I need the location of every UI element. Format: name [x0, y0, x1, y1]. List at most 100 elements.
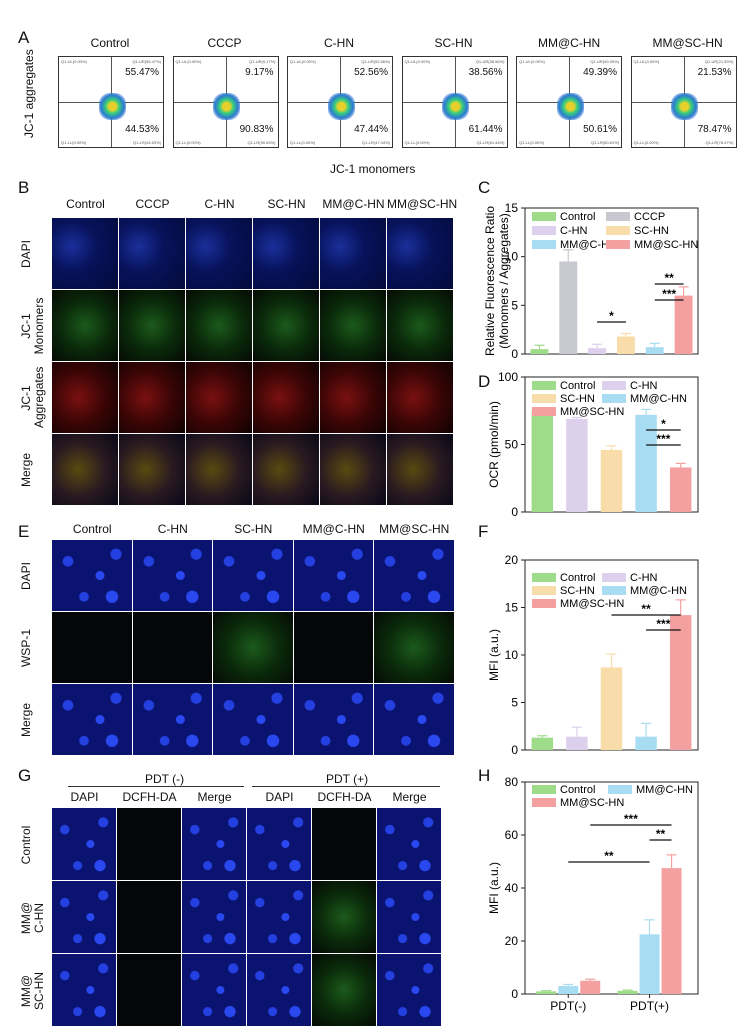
micrograph-col-label: Merge — [197, 790, 232, 804]
legend-swatch — [532, 240, 556, 249]
significance-mark: * — [609, 309, 614, 323]
flow-title: Control — [90, 36, 130, 50]
legend-swatch — [608, 785, 632, 794]
micrograph-col-label: C-HN — [204, 197, 235, 211]
flow-ll-small: Q1-LL(0.00%) — [175, 140, 201, 145]
chart-f: 0 5 10 15 20 MFI (a.u.) Control C-HN SC-HN MM@C-H… — [487, 553, 699, 757]
panel-label-h: H — [478, 766, 491, 785]
legend-swatch — [532, 381, 556, 390]
panel-label-c: C — [478, 178, 491, 197]
legend-swatch — [532, 226, 556, 235]
micrograph-image — [186, 218, 252, 289]
micrograph-row-label: MM@ SC-HN — [19, 971, 46, 1010]
micrograph-image — [119, 434, 185, 505]
micrograph-col-label: DCFH-DA — [317, 790, 372, 804]
micrograph-col-label: C-HN — [157, 522, 188, 536]
flow-lr-small: Q1-LR(90.83%) — [247, 140, 276, 145]
flow-ur-small: Q1-UR(9.17%) — [249, 59, 276, 64]
micrograph-image — [320, 434, 386, 505]
micrograph-image — [293, 540, 373, 611]
micrograph-row-label: Merge — [19, 703, 33, 738]
flow-lr-percent: 47.44% — [354, 124, 388, 135]
flow-ur-percent: 49.39% — [583, 67, 617, 78]
chart-c: 0 5 10 15 Relative Fluorescence Ratio (Monome… — [483, 201, 699, 361]
micrograph-image — [119, 218, 185, 289]
legend-label: Control — [560, 211, 595, 223]
flow-title: MM@C-HN — [538, 36, 601, 50]
y-axis-label: MFI (a.u.) — [487, 862, 501, 914]
y-tick-label: 0 — [511, 987, 518, 1001]
y-tick-label: 60 — [505, 828, 519, 842]
panel-label-b: B — [18, 178, 30, 197]
flow-lr-percent: 50.61% — [583, 124, 617, 135]
legend-swatch — [532, 599, 556, 608]
legend-label: SC-HN — [634, 225, 669, 237]
x-tick-label: PDT(-) — [550, 999, 586, 1013]
legend-label: MM@C-HN — [560, 239, 617, 251]
micrograph-image — [52, 218, 118, 289]
micrograph-image — [374, 684, 454, 755]
panel-a-xlabel: JC-1 monomers — [330, 162, 416, 176]
significance-mark: *** — [624, 812, 638, 826]
flow-ur-small: Q1-UR(55.47%) — [132, 59, 161, 64]
flow-ul-small: Q1-UL(0.00%) — [61, 59, 87, 64]
micrograph-image — [377, 954, 441, 1026]
flow-title: C-HN — [324, 36, 354, 50]
micrograph-image — [52, 612, 132, 683]
y-axis-label: MFI (a.u.) — [487, 629, 501, 681]
y-tick-label: 20 — [505, 934, 519, 948]
panel-g-group-neg: PDT (-) — [145, 772, 185, 786]
legend-swatch — [532, 407, 556, 416]
legend-swatch — [532, 212, 556, 221]
micrograph-col-label: CCCP — [135, 197, 170, 211]
bar — [639, 934, 660, 994]
panel-label-f: F — [478, 522, 489, 541]
flow-ul-small: Q1-UL(0.00%) — [290, 59, 316, 64]
y-tick-label: 10 — [505, 250, 519, 264]
flow-ul-small: Q1-UL(0.00%) — [175, 59, 202, 64]
flow-lr-percent: 90.83% — [239, 124, 274, 135]
y-axis-label: OCR (pmol/min) — [487, 401, 501, 488]
micrograph-col-label: MM@C-HN — [322, 197, 385, 211]
micrograph-image — [312, 954, 376, 1026]
micrograph-image — [320, 218, 386, 289]
significance-mark: *** — [662, 287, 676, 301]
micrograph-row-label: DAPI — [19, 562, 33, 591]
y-tick-label: 0 — [511, 505, 518, 519]
micrograph-image — [374, 540, 454, 611]
y-tick-label: 5 — [511, 696, 518, 710]
legend-swatch — [602, 381, 626, 390]
micrograph-col-label: DAPI — [70, 790, 99, 804]
plot-frame — [524, 207, 699, 355]
legend-label: MM@SC-HN — [560, 797, 624, 809]
flow-plot: Q1-UL(0.00%) Q1-UR(49.39%) Q1-LL(0.00%) Q1-… — [516, 56, 622, 148]
micrograph-image — [320, 290, 386, 361]
micrograph-row-label: DAPI — [19, 240, 33, 269]
panel-g-group-pos: PDT (+) — [326, 772, 369, 786]
micrograph-row-label: JC-1 Aggregates — [19, 366, 46, 428]
bar — [645, 347, 664, 354]
flow-ur-percent: 55.47% — [125, 67, 159, 78]
bar — [669, 467, 692, 512]
legend-swatch — [602, 573, 626, 582]
micrograph-col-label: SC-HN — [267, 197, 306, 211]
bar — [588, 348, 607, 354]
bar — [580, 980, 601, 994]
flow-ll-small: Q1-LL(0.00%) — [61, 140, 87, 145]
micrograph-image — [182, 808, 246, 880]
bar — [674, 295, 693, 354]
flow-plot: Q1-UL(0.00%) Q1-UR(52.56%) Q1-LL(0.00%) Q1-… — [287, 56, 393, 148]
legend-label: MM@C-HN — [630, 393, 687, 405]
legend-label: C-HN — [630, 572, 658, 584]
y-tick-label: 15 — [505, 601, 519, 615]
legend-label: SC-HN — [560, 393, 595, 405]
flow-ul-small: Q1-UL(0.00%) — [404, 59, 431, 64]
legend-swatch — [532, 798, 556, 807]
micrograph-image — [312, 808, 376, 880]
bar — [530, 349, 549, 354]
micrograph-image — [182, 881, 246, 953]
flow-lr-small: Q1-LR(78.47%) — [705, 140, 734, 145]
micrograph-image — [132, 612, 212, 683]
flow-plot: Q1-UL(0.00%) Q1-UR(38.56%) Q1-LL(0.00%) Q1-… — [401, 56, 508, 148]
y-tick-label: 15 — [505, 201, 519, 215]
